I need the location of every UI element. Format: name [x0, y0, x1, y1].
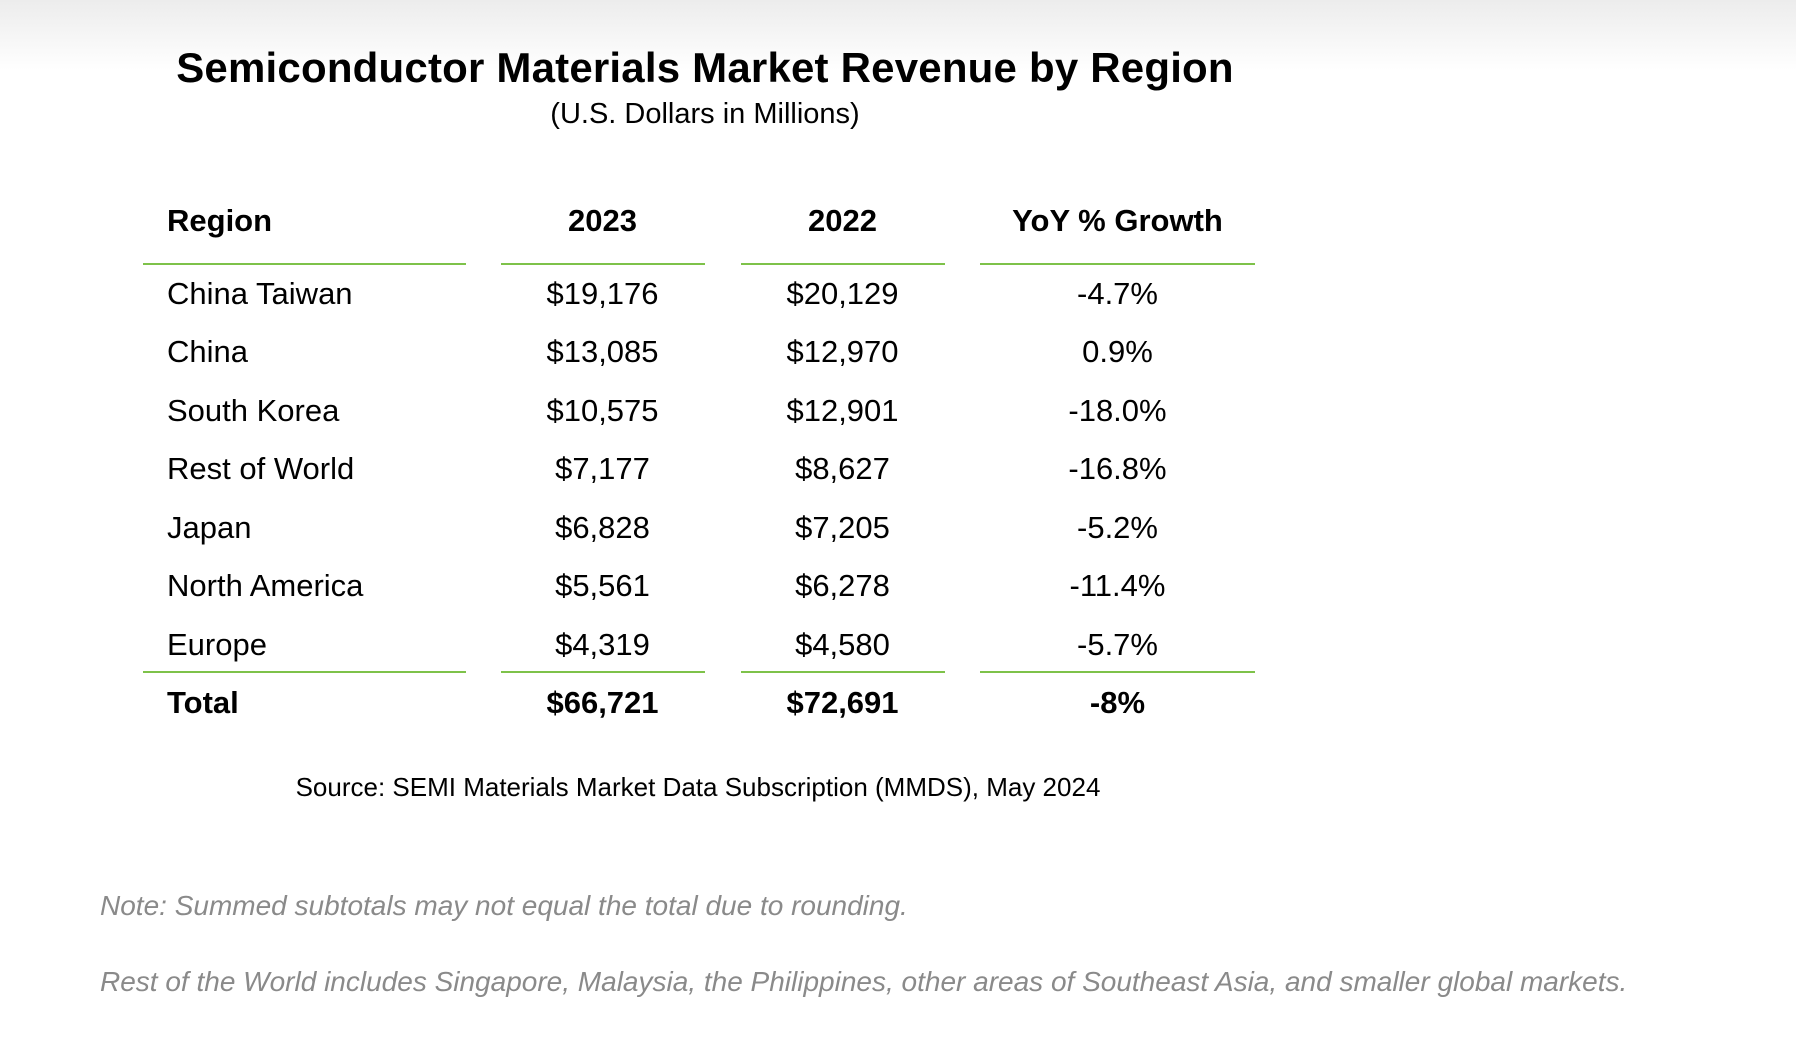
row-region: Europe — [167, 627, 267, 662]
table-title: Semiconductor Materials Market Revenue b… — [176, 44, 1234, 91]
row-yoy: -5.7% — [1077, 627, 1158, 662]
row-2023: $13,085 — [546, 334, 659, 369]
rounding-note: Note: Summed subtotals may not equal the… — [100, 890, 908, 921]
header-rule — [501, 263, 705, 265]
row-2023: $6,828 — [555, 510, 650, 545]
total-label: Total — [167, 685, 239, 720]
header-region: Region — [167, 203, 273, 238]
header-rule — [741, 263, 945, 265]
total-yoy: -8% — [1089, 685, 1146, 720]
row-2023: $19,176 — [546, 276, 659, 311]
row-yoy: -16.8% — [1068, 451, 1167, 486]
total-2022: $72,691 — [786, 685, 899, 720]
row-2023: $5,561 — [555, 568, 650, 603]
row-2022: $12,901 — [786, 393, 899, 428]
row-yoy: -5.2% — [1077, 510, 1158, 545]
total-2023: $66,721 — [546, 685, 659, 720]
revenue-table-figure: Semiconductor Materials Market Revenue b… — [143, 44, 1255, 802]
row-yoy: -11.4% — [1069, 568, 1166, 603]
row-region: China — [167, 334, 248, 369]
row-2022: $7,205 — [795, 510, 890, 545]
row-region: South Korea — [167, 393, 340, 428]
row-region: Rest of World — [167, 451, 355, 486]
header-rule — [143, 263, 466, 265]
row-yoy: -18.0% — [1068, 393, 1167, 428]
row-2023: $7,177 — [555, 451, 650, 486]
table-subtitle: (U.S. Dollars in Millions) — [550, 98, 860, 130]
row-2022: $4,580 — [795, 627, 890, 662]
total-rule — [501, 671, 705, 673]
total-rule — [980, 671, 1255, 673]
header-rule — [980, 263, 1255, 265]
source-note: Source: SEMI Materials Market Data Subsc… — [295, 772, 1101, 802]
header-yoy-growth: YoY % Growth — [1012, 203, 1223, 238]
rest-of-world-note: Rest of the World includes Singapore, Ma… — [100, 966, 1628, 997]
header-2022: 2022 — [808, 203, 877, 238]
total-rule — [143, 671, 466, 673]
total-rule — [741, 671, 945, 673]
row-yoy: -4.7% — [1077, 276, 1158, 311]
row-region: China Taiwan — [167, 276, 353, 311]
row-2022: $12,970 — [786, 334, 899, 369]
row-region: North America — [167, 568, 364, 603]
row-region: Japan — [167, 510, 252, 545]
top-shade — [0, 0, 1796, 70]
row-2022: $8,627 — [795, 451, 890, 486]
row-2022: $6,278 — [795, 568, 890, 603]
row-2023: $10,575 — [546, 393, 659, 428]
row-2022: $20,129 — [786, 276, 899, 311]
header-2023: 2023 — [568, 203, 637, 238]
row-2023: $4,319 — [555, 627, 650, 662]
row-yoy: 0.9% — [1082, 334, 1153, 369]
